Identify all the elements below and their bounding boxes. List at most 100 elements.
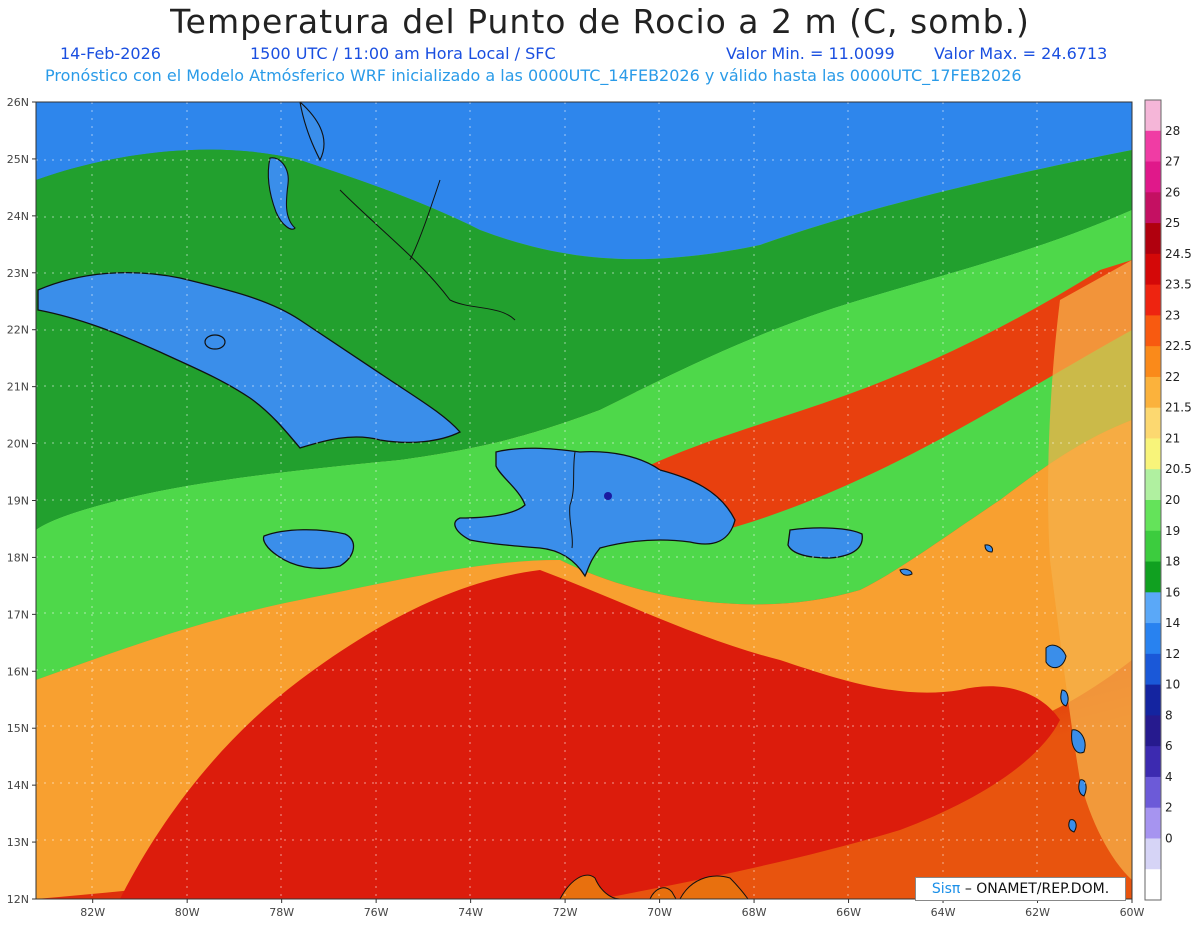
orange-east xyxy=(1048,260,1132,880)
colorbar-label: 20 xyxy=(1165,493,1180,507)
lon-label: 60W xyxy=(1120,906,1145,919)
colorbar-swatch xyxy=(1145,776,1161,809)
colorbar-swatch xyxy=(1145,838,1161,870)
colorbar-label: 16 xyxy=(1165,585,1180,599)
colorbar-swatch xyxy=(1145,192,1161,224)
lat-label: 24N xyxy=(7,210,29,223)
red-core xyxy=(120,570,1060,899)
colorbar-label: 10 xyxy=(1165,678,1180,692)
colorbar-label: 18 xyxy=(1165,555,1180,569)
lat-label: 16N xyxy=(7,665,29,678)
colorbar-label: 2 xyxy=(1165,801,1173,815)
colorbar-swatch xyxy=(1145,592,1161,624)
badge-text: – ONAMET/REP.DOM. xyxy=(964,881,1110,897)
colorbar-swatch xyxy=(1145,223,1161,255)
lon-label: 72W xyxy=(553,906,578,919)
colorbar-label: 23.5 xyxy=(1165,278,1192,292)
lat-label: 23N xyxy=(7,267,29,280)
jamaica-island xyxy=(262,529,355,569)
lat-label: 17N xyxy=(7,608,29,621)
colorbar: 2827262524.523.52322.52221.52120.5201918… xyxy=(1144,99,1192,901)
colorbar-label: 22.5 xyxy=(1165,339,1192,353)
colorbar-label: 4 xyxy=(1165,770,1173,784)
lon-label: 78W xyxy=(269,906,294,919)
lat-label: 12N xyxy=(7,893,29,906)
lon-label: 80W xyxy=(175,906,200,919)
colorbar-swatch xyxy=(1145,469,1161,501)
lat-label: 21N xyxy=(7,381,29,394)
colorbar-swatch xyxy=(1145,100,1161,132)
north-blue-band xyxy=(36,102,1132,260)
colorbar-label: 25 xyxy=(1165,216,1180,230)
colorbar-label: 19 xyxy=(1165,524,1180,538)
colorbar-swatch xyxy=(1145,500,1161,532)
puerto-rico-island xyxy=(787,527,863,559)
colorbar-swatch xyxy=(1145,715,1161,747)
colorbar-swatch xyxy=(1145,376,1161,409)
min-value: Valor Min. = 11.0099 xyxy=(726,44,895,63)
colorbar-swatch xyxy=(1145,346,1161,378)
lat-label: 18N xyxy=(7,551,29,564)
colorbar-label: 20.5 xyxy=(1165,462,1192,476)
lon-label: 82W xyxy=(80,906,105,919)
colorbar-label: 27 xyxy=(1165,155,1180,169)
onamet-badge: Sisπ – ONAMET/REP.DOM. xyxy=(915,877,1126,901)
lat-label: 15N xyxy=(7,722,29,735)
lon-label: 64W xyxy=(931,906,956,919)
colorbar-swatch xyxy=(1145,623,1161,655)
red-northeast xyxy=(640,260,1132,540)
colorbar-swatch xyxy=(1145,161,1161,193)
lat-label: 13N xyxy=(7,836,29,849)
andros-island xyxy=(267,157,296,230)
colorbar-swatch xyxy=(1145,746,1161,778)
lon-label: 62W xyxy=(1025,906,1050,919)
latitude-axis: 26N 25N 24N 23N 22N 21N 20N 19N 18N 17N 16N 15N 14N 1… xyxy=(7,96,36,906)
colorbar-swatch xyxy=(1145,315,1161,347)
lon-label: 76W xyxy=(364,906,389,919)
hispaniola-island xyxy=(454,447,736,578)
colorbar-label: 28 xyxy=(1165,124,1180,138)
colorbar-swatch xyxy=(1145,684,1161,716)
colorbar-label: 6 xyxy=(1165,739,1173,753)
dewpoint-min-spot xyxy=(604,492,612,500)
virgin-islands xyxy=(899,544,993,576)
colorbar-label: 21 xyxy=(1165,431,1180,445)
colorbar-swatch xyxy=(1145,407,1161,439)
lon-label: 74W xyxy=(458,906,483,919)
colorbar-swatch xyxy=(1145,284,1161,316)
sispi-logo: Sisπ xyxy=(931,881,961,897)
colorbar-label: 0 xyxy=(1165,831,1173,845)
colorbar-frame xyxy=(1144,99,1162,901)
lon-label: 66W xyxy=(836,906,861,919)
lat-label: 25N xyxy=(7,153,29,166)
colorbar-swatch xyxy=(1145,130,1161,163)
lat-lon-grid xyxy=(36,102,1132,899)
colorbar-swatch xyxy=(1145,653,1161,686)
forecast-time: 1500 UTC / 11:00 am Hora Local / SFC xyxy=(250,44,556,63)
longitude-axis: 82W 80W 78W 76W 74W 72W 70W 68W 66W 64W 62W 60W xyxy=(80,899,1145,919)
cuba-island xyxy=(37,272,462,449)
colorbar-label: 14 xyxy=(1165,616,1180,630)
lat-label: 22N xyxy=(7,324,29,337)
lat-label: 19N xyxy=(7,495,29,508)
model-info: Pronóstico con el Modelo Atmósferico WRF… xyxy=(45,66,1022,85)
colorbar-swatch xyxy=(1145,253,1161,286)
haiti-dr-border xyxy=(569,451,576,549)
lon-label: 70W xyxy=(647,906,672,919)
bahamas-chain xyxy=(339,179,516,321)
colorbar-label: 26 xyxy=(1165,185,1180,199)
colorbar-swatch xyxy=(1145,530,1161,563)
lat-label: 20N xyxy=(7,438,29,451)
colorbar-label: 23 xyxy=(1165,308,1180,322)
lesser-antilles xyxy=(1045,644,1087,833)
great-abaco xyxy=(299,102,325,162)
chart-title: Temperatura del Punto de Rocio a 2 m (C,… xyxy=(170,2,1030,41)
colorbar-swatch xyxy=(1145,869,1161,901)
colorbar-label: 8 xyxy=(1165,708,1173,722)
colorbar-swatch xyxy=(1145,438,1161,470)
isla-juventud xyxy=(204,334,226,350)
colorbar-label: 12 xyxy=(1165,647,1180,661)
forecast-date: 14-Feb-2026 xyxy=(60,44,161,63)
colorbar-label: 21.5 xyxy=(1165,401,1192,415)
